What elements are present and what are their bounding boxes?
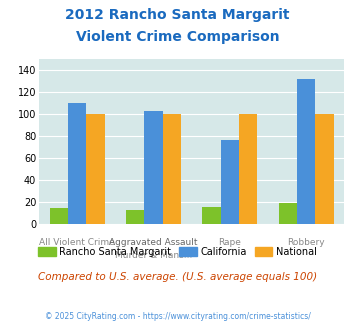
Bar	[68, 103, 86, 224]
Text: Murder & Mans...: Murder & Mans...	[115, 251, 192, 260]
Bar	[86, 115, 105, 224]
Legend: Rancho Santa Margarit, California, National: Rancho Santa Margarit, California, Natio…	[34, 243, 321, 261]
Text: Rape: Rape	[218, 238, 241, 247]
Bar	[279, 204, 297, 224]
Bar	[163, 115, 181, 224]
Bar	[315, 115, 334, 224]
Bar	[126, 210, 144, 224]
Bar	[50, 208, 68, 224]
Text: Compared to U.S. average. (U.S. average equals 100): Compared to U.S. average. (U.S. average …	[38, 272, 317, 282]
Bar	[221, 140, 239, 224]
Bar	[144, 111, 163, 224]
Bar	[202, 207, 221, 224]
Text: Robbery: Robbery	[288, 238, 325, 247]
Text: 2012 Rancho Santa Margarit: 2012 Rancho Santa Margarit	[65, 8, 290, 22]
Text: All Violent Crime: All Violent Crime	[39, 238, 115, 247]
Bar	[297, 79, 315, 224]
Text: © 2025 CityRating.com - https://www.cityrating.com/crime-statistics/: © 2025 CityRating.com - https://www.city…	[45, 312, 310, 321]
Bar	[239, 115, 257, 224]
Text: Violent Crime Comparison: Violent Crime Comparison	[76, 30, 279, 44]
Text: Aggravated Assault: Aggravated Assault	[109, 238, 198, 247]
